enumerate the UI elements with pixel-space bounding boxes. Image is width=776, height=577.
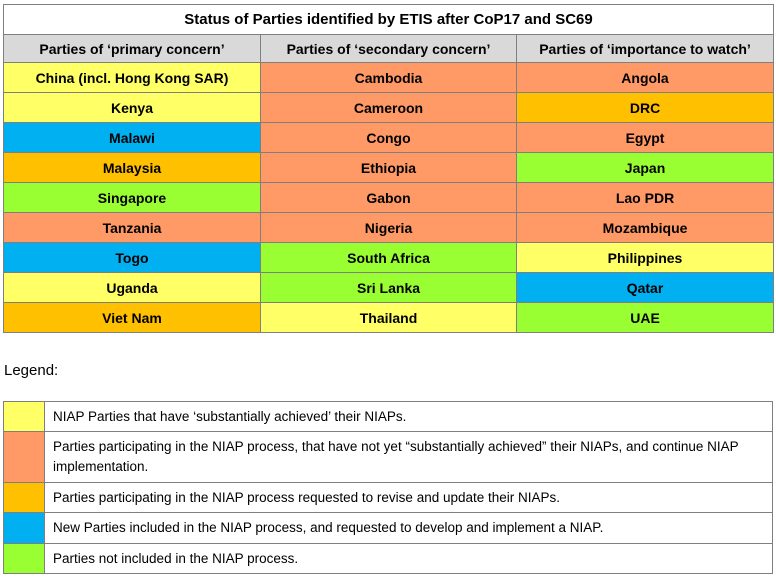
- party-cell: Angola: [515, 62, 775, 93]
- table-row: Viet Nam Thailand UAE: [3, 302, 775, 333]
- table-row: Kenya Cameroon DRC: [3, 92, 775, 123]
- table-row: Malaysia Ethiopia Japan: [3, 152, 775, 183]
- status-table: Status of Parties identified by ETIS aft…: [2, 4, 775, 333]
- party-cell: Tanzania: [3, 212, 261, 243]
- party-cell: Lao PDR: [515, 182, 775, 213]
- legend-row: Parties participating in the NIAP proces…: [3, 431, 773, 483]
- party-cell: Cameroon: [260, 92, 517, 123]
- legend-row: Parties not included in the NIAP process…: [3, 543, 773, 574]
- status-table-header-row: Parties of ‘primary concern’ Parties of …: [3, 34, 775, 63]
- table-row: Uganda Sri Lanka Qatar: [3, 272, 775, 303]
- party-cell: Mozambique: [515, 212, 775, 243]
- table-row: Togo South Africa Philippines: [3, 242, 775, 273]
- party-cell: South Africa: [260, 242, 517, 273]
- party-cell: Malawi: [3, 122, 261, 153]
- column-header-watch: Parties of ‘importance to watch’: [515, 34, 775, 63]
- party-cell: Qatar: [515, 272, 775, 303]
- party-cell: China (incl. Hong Kong SAR): [3, 62, 261, 93]
- party-cell: UAE: [515, 302, 775, 333]
- party-cell: Philippines: [515, 242, 775, 273]
- party-cell: Uganda: [3, 272, 261, 303]
- party-cell: Cambodia: [260, 62, 517, 93]
- legend-text: Parties not included in the NIAP process…: [44, 543, 773, 574]
- legend-text: New Parties included in the NIAP process…: [44, 512, 773, 544]
- party-cell: Togo: [3, 242, 261, 273]
- legend-text: NIAP Parties that have ‘substantially ac…: [44, 401, 773, 432]
- table-row: China (incl. Hong Kong SAR) Cambodia Ang…: [3, 62, 775, 93]
- column-header-secondary: Parties of ‘secondary concern’: [260, 34, 517, 63]
- party-cell: Gabon: [260, 182, 517, 213]
- party-cell: Kenya: [3, 92, 261, 123]
- table-row: Singapore Gabon Lao PDR: [3, 182, 775, 213]
- legend-swatch: [3, 401, 45, 432]
- legend-swatch: [3, 482, 45, 513]
- party-cell: Ethiopia: [260, 152, 517, 183]
- legend-swatch: [3, 512, 45, 544]
- legend-table: NIAP Parties that have ‘substantially ac…: [3, 401, 773, 574]
- party-cell: Singapore: [3, 182, 261, 213]
- legend-swatch: [3, 543, 45, 574]
- legend-label: Legend:: [4, 362, 59, 379]
- party-cell: DRC: [515, 92, 775, 123]
- legend-row: NIAP Parties that have ‘substantially ac…: [3, 401, 773, 432]
- party-cell: Sri Lanka: [260, 272, 517, 303]
- legend-row: Parties participating in the NIAP proces…: [3, 482, 773, 513]
- party-cell: Congo: [260, 122, 517, 153]
- legend-text: Parties participating in the NIAP proces…: [44, 482, 773, 513]
- party-cell: Malaysia: [3, 152, 261, 183]
- party-cell: Viet Nam: [3, 302, 261, 333]
- table-row: Tanzania Nigeria Mozambique: [3, 212, 775, 243]
- status-table-title: Status of Parties identified by ETIS aft…: [2, 4, 775, 35]
- party-cell: Japan: [515, 152, 775, 183]
- legend-row: New Parties included in the NIAP process…: [3, 512, 773, 544]
- party-cell: Thailand: [260, 302, 517, 333]
- status-table-title-row: Status of Parties identified by ETIS aft…: [2, 4, 775, 35]
- table-row: Malawi Congo Egypt: [3, 122, 775, 153]
- legend-text: Parties participating in the NIAP proces…: [44, 431, 773, 483]
- party-cell: Egypt: [515, 122, 775, 153]
- legend-swatch: [3, 431, 45, 483]
- column-header-primary: Parties of ‘primary concern’: [3, 34, 261, 63]
- party-cell: Nigeria: [260, 212, 517, 243]
